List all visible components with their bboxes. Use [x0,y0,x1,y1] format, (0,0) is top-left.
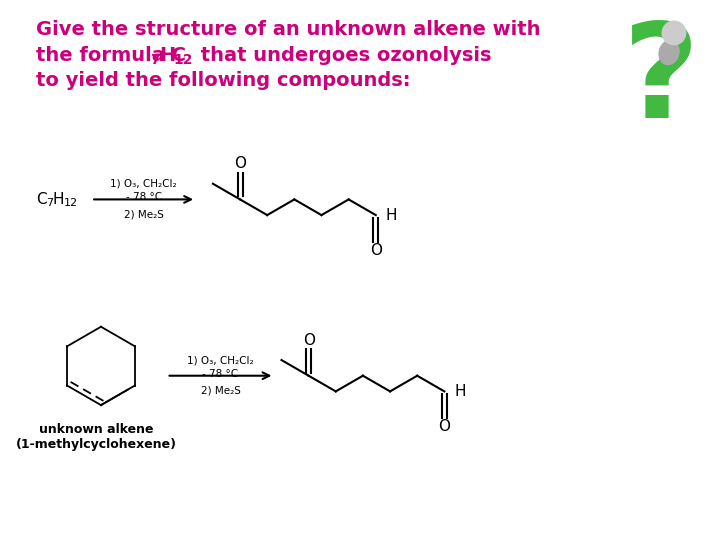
Text: H: H [160,46,176,65]
Text: that undergoes ozonolysis: that undergoes ozonolysis [194,46,492,65]
Text: 7: 7 [46,198,53,208]
Text: O: O [370,243,382,258]
Text: O: O [234,157,246,172]
Text: 1) O₃, CH₂Cl₂: 1) O₃, CH₂Cl₂ [187,355,253,365]
Text: 1) O₃, CH₂Cl₂: 1) O₃, CH₂Cl₂ [110,179,177,189]
Text: O: O [438,420,450,434]
Ellipse shape [659,40,679,65]
Text: to yield the following compounds:: to yield the following compounds: [36,71,411,90]
Text: 12: 12 [174,53,193,68]
Text: O: O [302,333,315,348]
Text: C: C [36,192,47,207]
Text: the formula C: the formula C [36,46,186,65]
Text: (1-methylcyclohexene): (1-methylcyclohexene) [16,438,176,451]
Text: Give the structure of an unknown alkene with: Give the structure of an unknown alkene … [36,20,541,39]
Text: H: H [53,192,65,207]
Text: - 78 °C: - 78 °C [202,369,238,379]
Text: H: H [386,207,397,222]
Text: ?: ? [623,18,700,145]
Text: 2) Me₂S: 2) Me₂S [124,209,163,219]
Text: 7: 7 [150,53,160,68]
Text: 12: 12 [64,198,78,208]
Text: 2) Me₂S: 2) Me₂S [201,386,240,395]
Circle shape [662,21,685,45]
Text: H: H [454,384,466,399]
Text: - 78 °C: - 78 °C [125,192,162,202]
Text: unknown alkene: unknown alkene [39,423,153,436]
